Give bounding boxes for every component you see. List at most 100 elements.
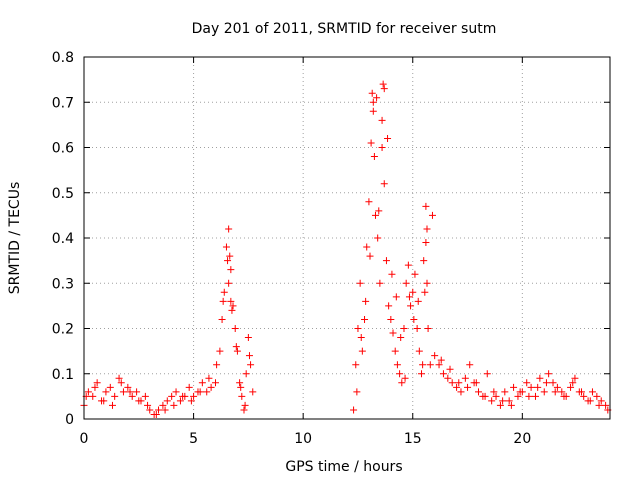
data-point [410, 315, 418, 323]
data-point [100, 397, 108, 405]
data-point [387, 315, 395, 323]
data-point [475, 388, 482, 396]
data-point [146, 406, 154, 414]
data-point [464, 383, 472, 391]
data-point [362, 297, 370, 305]
data-point [523, 379, 531, 387]
data-point [393, 361, 401, 369]
data-point [218, 315, 226, 323]
grid-lines [84, 57, 610, 419]
x-tick-label: 20 [513, 431, 531, 447]
data-point [369, 98, 377, 106]
data-point [580, 392, 588, 400]
data-point [420, 257, 428, 265]
data-point [196, 388, 204, 396]
data-point [172, 388, 180, 396]
data-point [597, 397, 605, 405]
data-point [558, 388, 566, 396]
data-point [224, 257, 232, 265]
data-point [444, 374, 452, 382]
data-point [501, 388, 509, 396]
data-point [455, 379, 463, 387]
data-point [198, 379, 206, 387]
data-point [249, 388, 257, 396]
data-point [106, 383, 114, 391]
data-point [411, 270, 419, 278]
data-point [227, 266, 235, 274]
data-point [373, 94, 381, 102]
data-point [350, 406, 358, 414]
data-point [405, 293, 413, 301]
data-point [595, 401, 603, 409]
y-tick-label: 0.4 [52, 231, 74, 247]
x-axis-label: GPS time / hours [285, 459, 402, 475]
data-point [368, 89, 376, 97]
data-point [472, 379, 480, 387]
data-point [176, 397, 184, 405]
data-point [216, 347, 224, 355]
data-point [220, 288, 228, 296]
data-point [602, 401, 610, 409]
data-point [549, 379, 557, 387]
data-point [213, 361, 221, 369]
y-tick-label: 0 [65, 412, 74, 428]
data-point [185, 383, 193, 391]
data-point [413, 325, 421, 332]
data-point [437, 356, 445, 364]
data-point [391, 347, 399, 355]
data-point [212, 379, 219, 387]
data-point [415, 347, 423, 355]
data-point [378, 144, 386, 151]
data-point [155, 406, 163, 414]
data-point [551, 388, 559, 396]
y-tick-labels: 0 0.1 0.2 0.3 0.4 0.5 0.6 0.7 0.8 [52, 50, 74, 428]
data-point [365, 198, 373, 206]
y-tick-label: 0.5 [52, 186, 74, 202]
y-tick-label: 0.3 [52, 276, 74, 292]
data-point [516, 388, 524, 396]
data-point [133, 388, 141, 396]
data-point [488, 397, 496, 405]
x-tick-labels: 0 5 10 15 20 [80, 431, 532, 447]
data-point [126, 388, 134, 396]
data-point [586, 397, 594, 405]
data-point [402, 279, 410, 287]
data-point [363, 243, 371, 251]
data-point [356, 279, 364, 287]
data-point [358, 347, 366, 355]
data-point [222, 243, 230, 251]
data-point [233, 347, 241, 355]
data-point [128, 392, 136, 400]
data-point [536, 374, 544, 382]
data-point [392, 293, 400, 301]
data-point [117, 379, 125, 387]
data-point [361, 315, 369, 323]
data-point [241, 401, 249, 409]
data-point [499, 397, 507, 405]
data-point [89, 392, 97, 400]
data-point [108, 401, 116, 409]
data-point [542, 379, 550, 387]
data-point [245, 352, 253, 360]
data-point [141, 392, 149, 400]
data-point [367, 139, 375, 147]
data-point [135, 397, 143, 405]
data-point [453, 383, 461, 391]
data-point [492, 392, 500, 400]
data-point [119, 388, 127, 396]
y-tick-label: 0.6 [52, 141, 74, 157]
data-point [569, 379, 577, 387]
data-point [567, 383, 575, 391]
data-point [545, 370, 553, 378]
data-point [380, 180, 388, 188]
data-point [374, 234, 382, 242]
data-point [238, 392, 246, 400]
data-point [247, 361, 255, 369]
data-point [400, 325, 408, 332]
data-point [84, 388, 92, 396]
data-point [588, 388, 596, 396]
data-point [435, 361, 443, 369]
data-point [236, 379, 244, 387]
